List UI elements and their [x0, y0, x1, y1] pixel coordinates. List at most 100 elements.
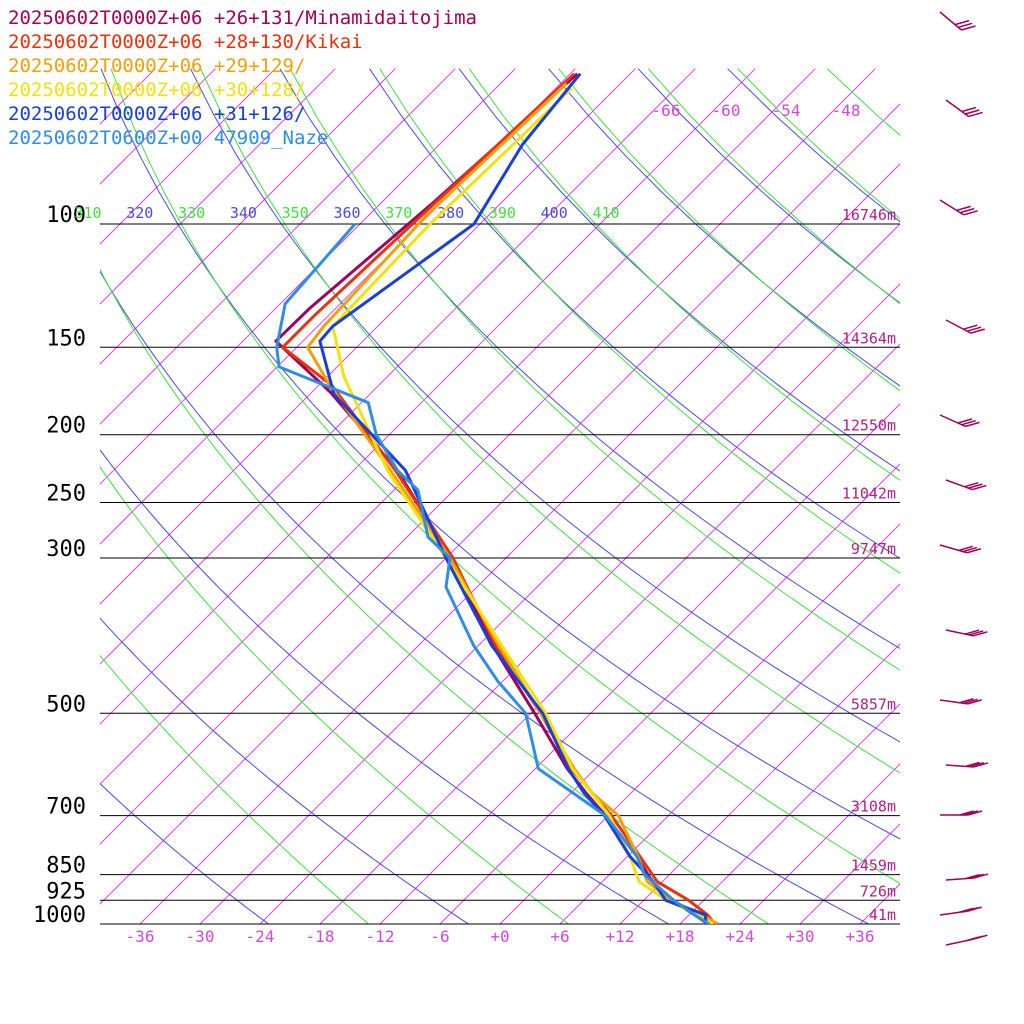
dry-adiabat-line	[369, 68, 900, 559]
wind-barb-flag	[964, 481, 979, 488]
pressure-label: 700	[46, 795, 86, 820]
wind-barb-flag	[966, 547, 982, 554]
wind-barb-staff	[939, 699, 968, 705]
wind-barb-flag	[963, 324, 978, 330]
height-label: 11042m	[842, 485, 896, 503]
moist-adiabat-line	[468, 68, 900, 481]
isotherm-line	[439, 463, 900, 924]
isotherm-line	[799, 823, 900, 924]
height-label: 9747m	[851, 540, 896, 558]
isotherm-line	[199, 223, 900, 924]
legend-entry: 20250602T0000Z+06 +30+128/	[8, 79, 306, 101]
isotherm-line	[100, 103, 900, 905]
isotherm-line	[100, 68, 576, 545]
wind-barb	[939, 199, 978, 216]
wind-barb-flag	[965, 109, 980, 115]
moist-adiabat-line	[100, 268, 769, 924]
theta-label: 330	[178, 204, 205, 222]
wind-barb-flag	[964, 629, 980, 635]
temperature-profile-line	[318, 72, 708, 924]
dry-adiabat-line	[100, 617, 469, 924]
isotherm-line	[679, 703, 900, 924]
dry-adiabat-line	[548, 68, 900, 387]
wind-barb	[945, 873, 989, 881]
isotherm-line	[100, 68, 696, 665]
x-tick-label: +12	[606, 927, 635, 946]
wind-barb-staff	[939, 414, 966, 428]
moist-adiabat-line	[100, 654, 369, 924]
x-tick-label: +24	[726, 927, 755, 946]
wind-barb-staff	[945, 764, 974, 768]
wind-barb	[945, 479, 987, 491]
dry-adiabat-line	[190, 68, 900, 743]
dry-adiabat-line	[100, 270, 869, 924]
wind-barb-flag	[969, 761, 984, 768]
x-tick-label: -18	[306, 927, 335, 946]
wind-barbs	[939, 11, 989, 946]
height-label: 5857m	[851, 695, 896, 713]
wind-barb-flag	[963, 810, 979, 816]
dry-adiabat-line	[100, 68, 900, 840]
isotherm-label: -66	[652, 101, 681, 120]
pressure-label: 100	[46, 203, 86, 228]
wind-barb	[945, 761, 989, 768]
wind-barb-flag	[968, 483, 983, 489]
wind-barb-flag	[969, 873, 984, 880]
pressure-label: 925	[46, 879, 86, 904]
wind-barb-flag	[957, 418, 973, 424]
theta-label: 360	[333, 204, 360, 222]
wind-barb	[939, 906, 982, 916]
wind-barb	[945, 319, 985, 334]
wind-barb	[939, 544, 982, 554]
wind-barb-flag	[966, 326, 982, 332]
pressure-label: 200	[46, 414, 86, 439]
isotherm-line	[739, 763, 900, 924]
wind-barb-flag	[965, 873, 980, 880]
wind-barb-flag	[973, 631, 988, 637]
wind-barb-flag	[959, 698, 974, 704]
wind-barb-flag	[958, 545, 974, 552]
isotherm-line	[100, 68, 516, 485]
wind-barb-flag	[956, 205, 971, 212]
theta-label: 350	[282, 204, 309, 222]
wind-barb-flag	[959, 207, 975, 214]
x-tick-label: +36	[846, 927, 875, 946]
isotherm-label: -48	[832, 101, 861, 120]
wind-barb-staff	[939, 11, 962, 31]
wind-barb-flag	[961, 419, 976, 426]
pressure-levels	[100, 223, 900, 925]
x-tick-label: -36	[126, 927, 155, 946]
isotherm-line	[100, 68, 276, 245]
x-tick-label: +6	[550, 927, 569, 946]
dry-adiabat-line	[637, 68, 900, 304]
temperature-profile-line	[331, 87, 714, 924]
wind-barb-flag	[965, 421, 980, 428]
wind-barb-flag	[961, 25, 976, 31]
dry-adiabat-line	[279, 68, 900, 650]
height-label: 14364m	[842, 329, 896, 347]
wind-barb-staff	[945, 629, 974, 637]
wind-barb	[940, 810, 983, 816]
isotherm-line	[319, 343, 900, 924]
legend-entry: 20250602T0000Z+06 +28+130/Kikai	[8, 31, 363, 53]
wind-barb-flag	[958, 22, 973, 29]
isotherm-line	[559, 583, 900, 924]
isotherm-line	[100, 68, 636, 605]
height-label: 726m	[860, 882, 896, 900]
moist-adiabat-line	[200, 68, 900, 774]
wind-barb-flag	[961, 106, 977, 113]
height-label: 41m	[869, 906, 896, 924]
wind-barb	[945, 629, 988, 637]
legend-entry: 20250602T0000Z+06 +26+131/Minamidaitojim…	[8, 7, 477, 29]
legend: 20250602T0000Z+06 +26+131/Minamidaitojim…	[8, 6, 477, 150]
background-lines	[100, 68, 900, 924]
dry-adiabat-line	[458, 68, 900, 472]
moist-adiabat-line	[289, 68, 900, 671]
wind-barb-flag	[973, 873, 989, 879]
wind-barb-flag	[954, 19, 970, 26]
pressure-label: 1000	[33, 903, 86, 928]
height-label: 1459m	[851, 857, 896, 875]
legend-entry: 20250602T0000Z+06 +29+129/	[8, 55, 306, 77]
legend-entry: 20250602T0600Z+00 47909_Naze	[8, 127, 329, 149]
